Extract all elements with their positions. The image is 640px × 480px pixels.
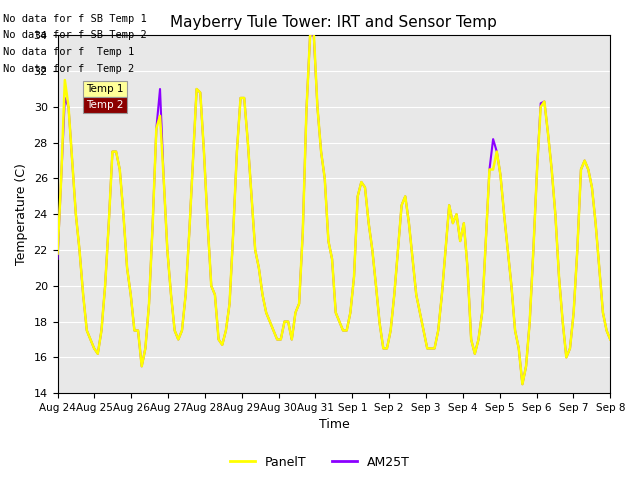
- PanelT: [518, 381, 526, 387]
- AM25T: [416, 310, 424, 315]
- PanelT: [138, 363, 145, 369]
- AM25T: [244, 140, 252, 145]
- X-axis label: Time: Time: [319, 419, 349, 432]
- AM25T: [427, 346, 435, 351]
- PanelT: [193, 86, 200, 92]
- AM25T: [607, 336, 614, 342]
- Line: AM25T: AM25T: [58, 36, 611, 384]
- Text: No data for f  Temp 1: No data for f Temp 1: [3, 47, 134, 57]
- Legend: PanelT, AM25T: PanelT, AM25T: [225, 451, 415, 474]
- Text: No data for f SB Temp 1: No data for f SB Temp 1: [3, 13, 147, 24]
- PanelT: [72, 211, 79, 217]
- AM25T: [72, 211, 79, 217]
- PanelT: [427, 346, 435, 351]
- Y-axis label: Temperature (C): Temperature (C): [15, 163, 28, 265]
- AM25T: [54, 256, 61, 262]
- Text: Temp 1: Temp 1: [86, 84, 124, 94]
- Text: Temp 2: Temp 2: [86, 100, 124, 110]
- PanelT: [607, 336, 614, 342]
- PanelT: [54, 251, 61, 256]
- Line: PanelT: PanelT: [58, 32, 611, 384]
- PanelT: [416, 310, 424, 315]
- Text: No data for f  Temp 2: No data for f Temp 2: [3, 64, 134, 74]
- Text: No data for f SB Temp 2: No data for f SB Temp 2: [3, 30, 147, 40]
- Title: Mayberry Tule Tower: IRT and Sensor Temp: Mayberry Tule Tower: IRT and Sensor Temp: [170, 15, 497, 30]
- PanelT: [310, 29, 317, 35]
- AM25T: [518, 381, 526, 387]
- AM25T: [307, 33, 314, 38]
- AM25T: [193, 86, 200, 92]
- AM25T: [138, 363, 145, 369]
- PanelT: [244, 140, 252, 145]
